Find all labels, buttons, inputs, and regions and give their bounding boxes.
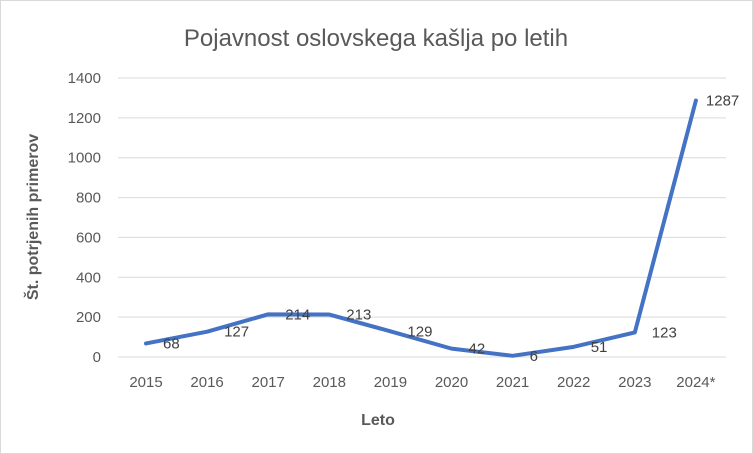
x-tick-label: 2024* (676, 374, 715, 391)
data-label: 42 (469, 341, 486, 358)
x-tick-label: 2021 (496, 374, 529, 391)
data-label: 1287 (706, 93, 739, 110)
y-tick-label: 1400 (68, 70, 101, 87)
x-tick-label: 2016 (190, 374, 223, 391)
y-tick-label: 1000 (68, 150, 101, 167)
chart-title: Pojavnost oslovskega kašlja po letih (184, 25, 568, 52)
data-label: 68 (163, 335, 180, 352)
x-tick-label: 2022 (557, 374, 590, 391)
x-tick-label: 2015 (129, 374, 162, 391)
x-tick-label: 2017 (252, 374, 285, 391)
x-axis-label: Leto (361, 412, 395, 429)
y-tick-label: 0 (93, 349, 101, 366)
x-tick-label: 2023 (618, 374, 651, 391)
gridlines (118, 77, 726, 358)
x-tick-label: 2019 (374, 374, 407, 391)
y-tick-label: 400 (76, 269, 101, 286)
data-label: 214 (285, 306, 310, 323)
data-label: 127 (224, 324, 249, 341)
series-line (144, 98, 698, 358)
y-axis-ticks: 0 200 400 600 800 1000 1200 1400 (68, 70, 101, 366)
data-label: 6 (530, 348, 538, 365)
data-label: 51 (591, 339, 608, 356)
y-tick-label: 800 (76, 190, 101, 207)
y-tick-label: 1200 (68, 110, 101, 127)
y-tick-label: 200 (76, 309, 101, 326)
data-label: 129 (407, 323, 432, 340)
x-axis-ticks: 2015 2016 2017 2018 2019 2020 2021 2022 2023 2024… (129, 374, 715, 391)
data-labels: 68 127 214 213 129 42 6 51 123 1287 (163, 93, 739, 365)
y-axis-label: Št. potrjenih primerov (23, 134, 42, 300)
x-tick-label: 2018 (313, 374, 346, 391)
x-tick-label: 2020 (435, 374, 468, 391)
data-label: 123 (652, 324, 677, 341)
y-tick-label: 600 (76, 229, 101, 246)
data-label: 213 (346, 307, 371, 324)
